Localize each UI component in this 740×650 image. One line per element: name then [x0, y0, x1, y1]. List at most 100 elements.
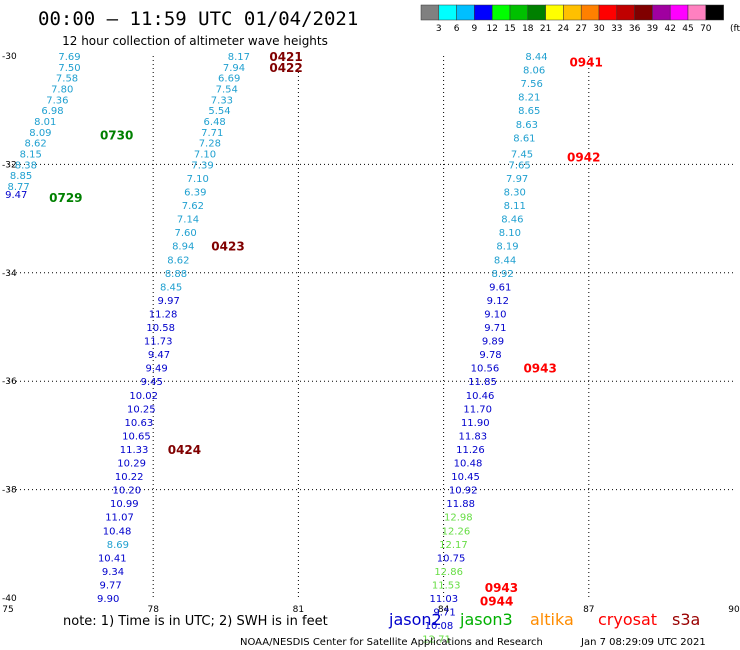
wave-height-value: 11.85	[468, 377, 497, 388]
legend-swatch	[580, 4, 600, 21]
wave-height-value: 8.63	[516, 120, 538, 131]
wave-height-value: 11.73	[144, 337, 173, 348]
legend-label: 21	[540, 24, 551, 34]
legend-label: 36	[629, 24, 641, 34]
legend-swatch	[527, 4, 546, 21]
legend-swatch	[491, 4, 511, 21]
wave-height-value: 7.65	[508, 160, 530, 171]
wave-height-value: 7.39	[191, 160, 213, 171]
wave-height-points: 7.697.507.587.807.366.988.018.098.628.15…	[5, 52, 548, 646]
wave-height-value: 7.50	[58, 63, 80, 74]
chart-title: 00:00 – 11:59 UTC 01/04/2021	[38, 8, 358, 30]
wave-height-value: 9.45	[141, 377, 163, 388]
wave-height-value: 7.71	[201, 128, 223, 139]
legend-label: 12	[486, 24, 497, 34]
wave-height-value: 6.48	[204, 117, 226, 128]
wave-height-value: 10.48	[454, 459, 483, 470]
wave-height-value: 9.71	[484, 323, 506, 334]
wave-height-value: 8.10	[499, 228, 521, 239]
pass-time-label: 0729	[49, 191, 82, 205]
mission-jason3: jason3	[459, 610, 513, 629]
wave-height-value: 8.45	[160, 282, 182, 293]
wave-height-value: 8.62	[167, 255, 189, 266]
wave-height-value: 8.65	[518, 106, 540, 117]
wave-height-value: 5.54	[208, 106, 230, 117]
wave-height-value: 6.98	[41, 106, 63, 117]
wave-height-value: 10.29	[117, 459, 146, 470]
wave-height-value: 7.36	[46, 95, 68, 106]
legend-swatch	[456, 4, 475, 21]
axis-ticks: 75 78 81 84 87 90 -30 -32 -34 -36 -38 -40	[2, 52, 740, 615]
x-tick-label: 90	[728, 605, 740, 615]
wave-height-value: 11.33	[120, 445, 149, 456]
legend-swatch	[669, 4, 689, 21]
legend-swatch	[438, 4, 457, 21]
footer-timestamp: Jan 7 08:29:09 UTC 2021	[580, 637, 706, 648]
legend-unit: (ft)	[730, 24, 740, 34]
wave-height-value: 11.53	[432, 580, 461, 591]
wave-height-value: 9.97	[158, 296, 180, 307]
legend-swatch	[598, 4, 618, 21]
legend-swatch	[563, 4, 582, 21]
pass-time-label: 0730	[100, 129, 133, 143]
wave-height-value: 7.56	[521, 79, 543, 90]
wave-height-value: 11.83	[459, 431, 488, 442]
x-tick-label: 78	[147, 605, 159, 615]
legend-label: 18	[522, 24, 534, 34]
mission-s3a: s3a	[672, 610, 700, 629]
legend-label: 3	[436, 24, 442, 34]
wave-height-value: 9.61	[489, 282, 511, 293]
wave-height-value: 9.77	[99, 580, 121, 591]
wave-height-value: 9.49	[145, 364, 167, 375]
wave-height-value: 12.17	[439, 540, 468, 551]
wave-height-value: 7.60	[174, 228, 196, 239]
wave-height-value: 10.08	[425, 621, 454, 632]
wave-height-value: 9.34	[102, 567, 124, 578]
y-tick-label: -38	[2, 486, 17, 496]
wave-height-value: 8.01	[34, 117, 56, 128]
wave-height-value: 8.11	[504, 201, 526, 212]
y-tick-label: -32	[2, 160, 17, 170]
wave-height-value: 10.63	[125, 418, 154, 429]
wave-height-value: 9.90	[97, 594, 119, 605]
wave-height-value: 7.45	[511, 150, 533, 161]
wave-height-value: 10.02	[129, 391, 158, 402]
wave-height-value: 8.30	[504, 188, 526, 199]
x-tick-label: 75	[2, 605, 13, 615]
pass-time-label: 0422	[269, 61, 302, 75]
wave-height-value: 11.07	[105, 513, 134, 524]
mission-jason2: jason2	[388, 610, 442, 629]
wave-height-value: 10.65	[122, 431, 151, 442]
legend-label: 33	[611, 24, 622, 34]
mission-legend: jason2 jason3 altika cryosat s3a	[388, 610, 700, 629]
wave-height-value: 7.10	[194, 150, 216, 161]
wave-height-value: 7.62	[182, 201, 204, 212]
wave-height-value: 11.26	[456, 445, 485, 456]
wave-height-value: 8.15	[20, 150, 42, 161]
legend-label: 45	[682, 24, 693, 34]
wave-height-value: 10.25	[127, 404, 156, 415]
wave-height-value: 7.58	[56, 74, 78, 85]
pass-time-label: 0942	[567, 150, 600, 164]
legend-label: 24	[558, 24, 570, 34]
y-tick-label: -36	[2, 377, 17, 387]
chart-subtitle: 12 hour collection of altimeter wave hei…	[62, 34, 328, 48]
wave-height-value: 7.69	[58, 52, 80, 63]
pass-time-label: 0941	[569, 55, 602, 69]
legend-label: 15	[504, 24, 515, 34]
wave-height-value: 11.28	[149, 309, 178, 320]
legend-swatch	[687, 4, 707, 21]
wave-height-value: 7.97	[506, 174, 528, 185]
wave-height-value: 10.22	[115, 472, 144, 483]
wave-height-value: 10.99	[110, 499, 139, 510]
legend-label: 9	[472, 24, 478, 34]
wave-height-value: 11.03	[429, 594, 458, 605]
wave-height-value: 8.06	[523, 66, 545, 77]
wave-height-value: 9.89	[482, 337, 504, 348]
wave-height-value: 8.17	[228, 52, 250, 63]
wave-height-value: 8.44	[525, 52, 547, 63]
x-tick-label: 84	[438, 605, 450, 615]
wave-height-value: 10.58	[146, 323, 175, 334]
wave-height-value: 8.88	[165, 269, 187, 280]
